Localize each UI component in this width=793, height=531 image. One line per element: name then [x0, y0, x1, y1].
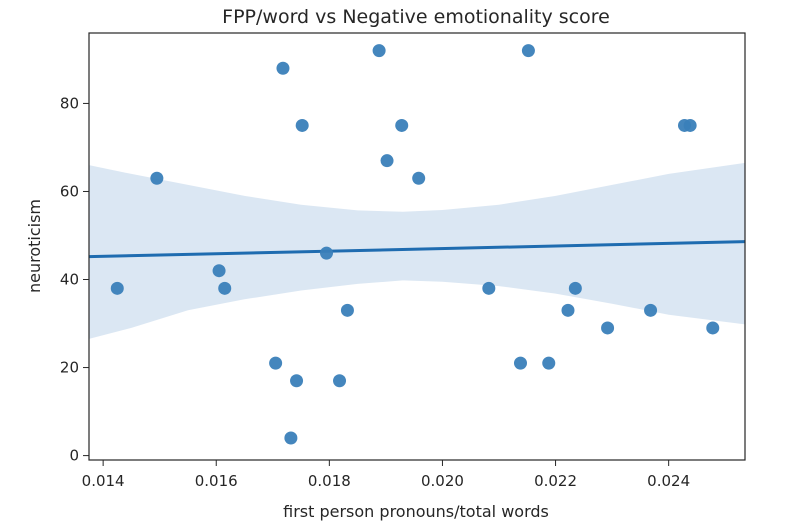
scatter-point — [561, 303, 575, 317]
scatter-point — [295, 118, 309, 132]
scatter-point — [340, 303, 354, 317]
y-tick-label: 60 — [60, 182, 79, 200]
y-tick-label: 40 — [60, 271, 79, 289]
scatter-point — [395, 118, 409, 132]
x-tick-label: 0.024 — [647, 472, 690, 490]
scatter-point — [218, 281, 232, 295]
x-tick-label: 0.022 — [534, 472, 577, 490]
scatter-point — [372, 44, 386, 58]
scatter-point — [290, 374, 304, 388]
scatter-point — [683, 118, 697, 132]
x-tick-label: 0.018 — [308, 472, 351, 490]
scatter-point — [412, 171, 426, 185]
plot-frame — [88, 32, 746, 461]
y-axis-label: neuroticism — [25, 199, 44, 293]
scatter-point — [644, 303, 658, 317]
scatter-point — [276, 61, 290, 75]
scatter-point — [521, 44, 535, 58]
x-tick-label: 0.014 — [82, 472, 125, 490]
scatter-point — [333, 374, 347, 388]
scatter-point — [601, 321, 615, 335]
scatter-point — [482, 281, 496, 295]
scatter-point — [110, 281, 124, 295]
x-axis-label: first person pronouns/total words — [283, 502, 549, 521]
scatter-point — [706, 321, 720, 335]
scatter-point — [542, 356, 556, 370]
scatter-point — [568, 281, 582, 295]
confidence-band — [89, 162, 745, 339]
y-tick-label: 80 — [60, 94, 79, 112]
scatter-point — [269, 356, 283, 370]
y-tick-label: 20 — [60, 359, 79, 377]
regression-line — [88, 240, 746, 259]
scatter-point — [284, 431, 298, 445]
scatter-point — [150, 171, 164, 185]
scatter-point — [380, 154, 394, 168]
scatter-point — [320, 246, 334, 260]
scatter-point — [212, 264, 226, 278]
y-tick-label: 0 — [69, 447, 79, 465]
x-tick-label: 0.016 — [195, 472, 238, 490]
x-tick-label: 0.020 — [421, 472, 464, 490]
chart-title: FPP/word vs Negative emotionality score — [222, 6, 610, 28]
scatter-point — [513, 356, 527, 370]
